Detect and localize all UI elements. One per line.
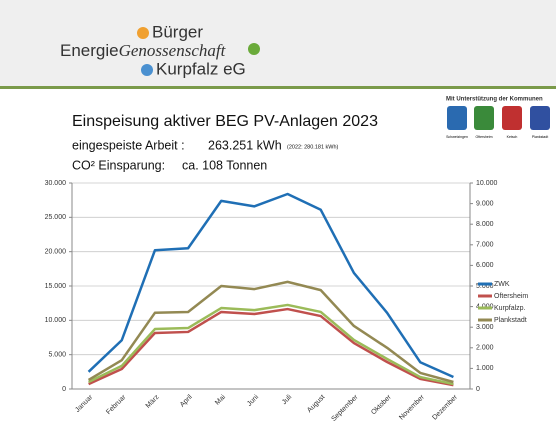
y-tick-label: 0 [62, 386, 66, 393]
crest [530, 106, 550, 130]
info: 263.251 kWh [208, 138, 282, 152]
chart-title: Einspeisung aktiver BEG PV-Anlagen 2023 [72, 113, 378, 130]
town: Plankstadt [532, 135, 548, 139]
info: CO² Einsparung: [72, 158, 165, 172]
series-line [88, 303, 454, 386]
series-line [88, 307, 454, 387]
legend-label: ZWK [494, 281, 510, 288]
x-tick-label: Januar [74, 393, 95, 414]
y2-tick-label: 8.000 [476, 221, 494, 228]
info: eingespeiste Arbeit : [72, 138, 185, 152]
logo-text: EnergieGenossenschaft [60, 41, 227, 61]
series-line [87, 192, 454, 379]
info: (2022: 280.181 kWh) [287, 144, 339, 150]
x-tick-label: Mai [214, 393, 227, 406]
x-tick-label: Dezember [431, 393, 459, 421]
town: Schwetzingen [446, 135, 468, 139]
y2-tick-label: 0 [476, 386, 480, 393]
logo-icon [248, 43, 260, 55]
y-tick-label: 20.000 [45, 249, 67, 256]
y2-tick-label: 5.000 [476, 283, 494, 290]
town: Ketsch [507, 135, 518, 139]
y-tick-label: 30.000 [45, 180, 67, 187]
logo-text: Genossenschaft [119, 41, 227, 60]
crest [474, 106, 494, 130]
legend-label: Kurpfalzp. [494, 305, 526, 312]
x-tick-label: Juni [246, 393, 260, 407]
series-line [87, 280, 454, 384]
town: Oftersheim [475, 135, 492, 139]
x-tick-label: Juli [281, 393, 294, 406]
header-rule [0, 86, 556, 89]
y-tick-label: 10.000 [45, 317, 67, 324]
y2-tick-label: 10.000 [476, 180, 498, 187]
y2-tick-label: 2.000 [476, 345, 494, 352]
x-tick-label: Februar [105, 393, 128, 416]
sponsor: Mit Unterstützung der Kommunen [446, 97, 543, 103]
legend-label: Plankstadt [494, 317, 527, 324]
y2-tick-label: 1.000 [476, 365, 494, 372]
header-band [0, 0, 556, 86]
logo-text: Energie [60, 41, 119, 60]
y2-tick-label: 6.000 [476, 262, 494, 269]
crest [502, 106, 522, 130]
logo-text: Kurpfalz eG [156, 59, 246, 78]
y2-tick-label: 9.000 [476, 200, 494, 207]
y-tick-label: 15.000 [45, 283, 67, 290]
legend-label: Oftersheim [494, 293, 528, 300]
x-tick-label: April [179, 393, 194, 408]
x-tick-label: März [145, 393, 161, 409]
x-tick-label: September [330, 393, 360, 423]
logo-text: Bürger [152, 22, 203, 41]
y-tick-label: 5.000 [48, 352, 66, 359]
y2-tick-label: 7.000 [476, 242, 494, 249]
logo-icon [137, 27, 149, 39]
crest [447, 106, 467, 130]
y-tick-label: 25.000 [45, 214, 67, 221]
info: ca. 108 Tonnen [182, 158, 267, 172]
x-tick-label: Oktober [370, 393, 393, 416]
logo-icon [141, 64, 153, 76]
y2-tick-label: 3.000 [476, 324, 494, 331]
x-tick-label: August [306, 394, 326, 414]
x-tick-label: November [398, 393, 426, 421]
